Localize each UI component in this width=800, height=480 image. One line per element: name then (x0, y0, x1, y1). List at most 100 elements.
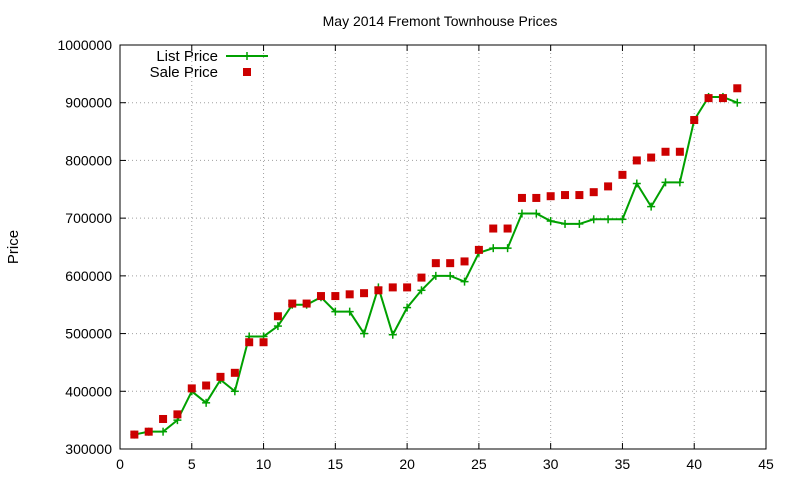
sale-price-point (733, 84, 742, 93)
list-price-point (733, 98, 742, 107)
list-price-point (403, 303, 412, 312)
y-tick-label: 1000000 (57, 37, 112, 53)
y-tick-label: 300000 (65, 441, 112, 457)
sale-price-point (517, 193, 526, 202)
sale-price-point (302, 299, 311, 308)
sale-price-point (661, 147, 670, 156)
sale-price-point (546, 192, 555, 201)
axes (119, 44, 767, 450)
series-layer (130, 84, 742, 439)
x-tick-label: 10 (256, 456, 272, 472)
sale-price-point (273, 312, 282, 321)
list-price-point (589, 215, 598, 224)
list-price-point (647, 202, 656, 211)
sale-price-point (259, 338, 268, 347)
list-price-point (575, 219, 584, 228)
list-price-point (345, 307, 354, 316)
list-price-point (360, 329, 369, 338)
list-price-point (489, 244, 498, 253)
sale-price-point (316, 292, 325, 301)
tick-labels: 0 5 10 15 20 25 30 35 40 45 300000 400000 500000 6000… (57, 37, 774, 472)
list-price-point (388, 330, 397, 339)
x-tick-label: 30 (543, 456, 559, 472)
x-tick-label: 20 (399, 456, 415, 472)
sale-price-point (345, 290, 354, 299)
y-tick-label: 800000 (65, 152, 112, 168)
list-price-point (273, 322, 282, 331)
list-price-point (159, 427, 168, 436)
y-axis-label: Price (5, 230, 22, 264)
list-price-point (503, 244, 512, 253)
sale-price-point (632, 156, 641, 165)
y-tick-label: 500000 (65, 326, 112, 342)
sale-price-point (718, 94, 727, 103)
sale-price-point (245, 338, 254, 347)
list-price-point (202, 398, 211, 407)
y-tick-label: 400000 (65, 383, 112, 399)
legend-plus-swatch (243, 52, 251, 60)
list-price-point (546, 217, 555, 226)
list-price-point (417, 286, 426, 295)
list-price-point (460, 277, 469, 286)
sale-price-point (589, 188, 598, 197)
sale-price-point (374, 286, 383, 295)
sale-price-point (288, 299, 297, 308)
sale-price-point (690, 116, 699, 125)
list-price-point (661, 178, 670, 187)
x-tick-label: 5 (188, 456, 196, 472)
sale-price-point (431, 259, 440, 268)
list-price-point (517, 209, 526, 218)
sale-price-point (532, 193, 541, 202)
sale-price-point (159, 414, 168, 423)
sale-price-point (503, 224, 512, 233)
list-price-point (446, 271, 455, 280)
x-tick-label: 15 (328, 456, 344, 472)
list-price-point (675, 178, 684, 187)
list-price-point (532, 209, 541, 218)
list-price-point (604, 215, 613, 224)
sale-price-point (202, 381, 211, 390)
list-price-point (561, 219, 570, 228)
list-price-point (632, 179, 641, 188)
sale-price-point (388, 283, 397, 292)
sale-price-point (704, 94, 713, 103)
sale-price-point (474, 245, 483, 254)
sale-price-point (675, 147, 684, 156)
legend-label: Sale Price (150, 64, 218, 81)
x-tick-label: 25 (471, 456, 487, 472)
x-tick-label: 35 (615, 456, 631, 472)
sale-price-point (144, 427, 153, 436)
grid-lines (120, 45, 766, 449)
sale-price-point (618, 170, 627, 179)
sale-price-point (460, 257, 469, 266)
sale-price-point (647, 153, 656, 162)
chart-title: May 2014 Fremont Townhouse Prices (323, 13, 558, 29)
list-price-point (431, 271, 440, 280)
list-price-point (618, 215, 627, 224)
sale-price-point (561, 191, 570, 200)
sale-price-point (575, 191, 584, 200)
y-tick-label: 600000 (65, 268, 112, 284)
y-tick-label: 700000 (65, 210, 112, 226)
sale-price-point (216, 372, 225, 381)
sale-price-point (331, 292, 340, 301)
list-price-point (230, 387, 239, 396)
sale-price-point (187, 384, 196, 393)
sale-price-point (489, 224, 498, 233)
x-tick-label: 45 (758, 456, 774, 472)
x-tick-label: 40 (686, 456, 702, 472)
sale-price-point (403, 283, 412, 292)
x-tick-label: 0 (116, 456, 124, 472)
sale-price-point (230, 368, 239, 377)
sale-price-point (604, 182, 613, 191)
legend-square-swatch (243, 68, 251, 76)
sale-price-point (360, 289, 369, 298)
sale-price-point (130, 430, 139, 439)
sale-price-point (446, 259, 455, 268)
plot-frame (119, 44, 767, 450)
sale-price-point (417, 273, 426, 282)
sale-price-point (173, 410, 182, 419)
